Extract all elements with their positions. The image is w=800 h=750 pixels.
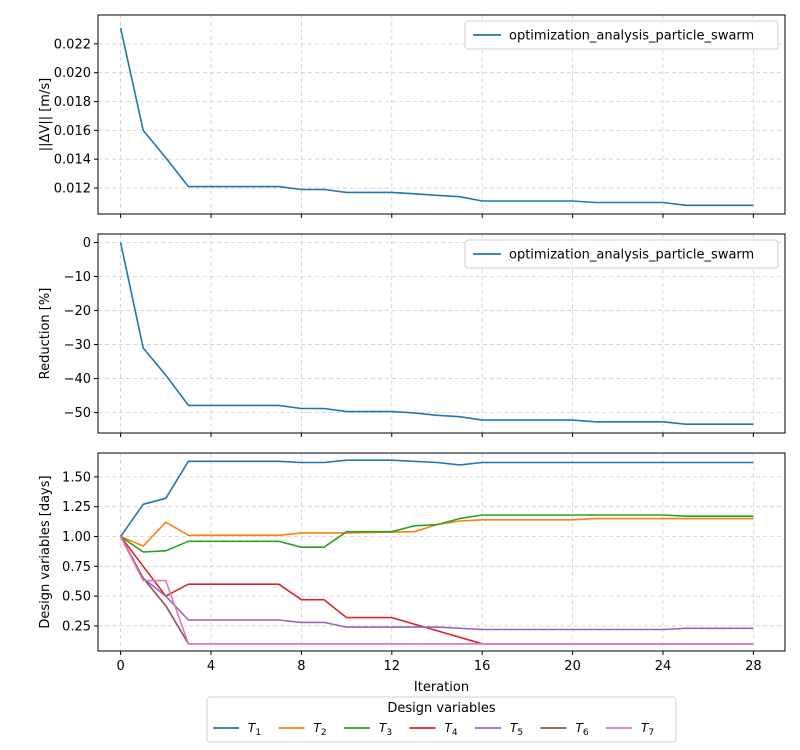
legend-box: [464, 20, 779, 50]
x-tick-label: 24: [655, 659, 672, 674]
panel-2: 0 −10 −20 −30 −40 −50 Reduction [%] optimizatio…: [38, 233, 786, 437]
grid: [98, 453, 785, 651]
x-tick-label: 0: [116, 659, 124, 674]
x-axis-label: Iteration: [414, 680, 469, 695]
axes-frame: [97, 452, 786, 652]
series-line-t5: [119, 536, 754, 631]
legend-title: Design variables: [387, 701, 495, 716]
x-tick-label: 12: [384, 659, 401, 674]
y-tick-label: 1.50: [62, 470, 91, 485]
legend-label: optimization_analysis_particle_swarm: [509, 29, 754, 44]
panel-3: 0.25 0.50 0.75 1.00 1.25 1.50 0 4 8 12 16 20 24 28 Des…: [38, 452, 786, 743]
y-tick-label: 1.00: [62, 530, 91, 545]
grid: [98, 15, 785, 214]
series-line-t3: [120, 514, 754, 553]
legend-box: [206, 696, 677, 743]
y-tick-label: 0.50: [62, 590, 91, 605]
y-tick-label: −50: [64, 406, 91, 421]
legend: optimization_analysis_particle_swarm: [464, 239, 779, 269]
legend-box: [464, 239, 779, 269]
y-tick-label: 0.022: [54, 37, 91, 52]
x-tick-label: 28: [745, 659, 762, 674]
y-tick-label: 0.018: [54, 95, 91, 110]
y-tick-label: −40: [64, 372, 91, 387]
x-tick-label: 4: [207, 659, 215, 674]
legend: optimization_analysis_particle_swarm: [464, 20, 779, 50]
y-tick-label: 0.016: [54, 124, 91, 139]
legend-label: optimization_analysis_particle_swarm: [509, 248, 754, 263]
y-axis-label: ||ΔV|| [m/s]: [38, 78, 53, 151]
x-tick-label: 20: [564, 659, 581, 674]
x-tick-label: 16: [474, 659, 491, 674]
y-tick-label: −10: [64, 270, 91, 285]
series-line-1: [119, 242, 754, 426]
y-tick-label: 0.014: [54, 153, 91, 168]
y-tick-label: 0.75: [62, 560, 91, 575]
axes-frame: [97, 233, 786, 434]
y-tick-label: −20: [64, 304, 91, 319]
y-axis-label: Design variables [days]: [38, 475, 53, 628]
y-tick-label: 0: [83, 236, 91, 251]
series-line-t1: [119, 459, 754, 537]
axes-frame: [97, 14, 786, 215]
grid: [98, 234, 785, 433]
y-tick-label: 0.25: [62, 619, 91, 634]
series-line-t2: [120, 517, 754, 547]
y-tick-label: 1.25: [62, 500, 91, 515]
y-tick-label: 0.020: [54, 66, 91, 81]
series-line-t7: [119, 536, 754, 645]
x-tick-label: 8: [297, 659, 305, 674]
y-tick-label: −30: [64, 338, 91, 353]
series-line-1: [119, 27, 754, 207]
panel-1: 0.012 0.014 0.016 0.018 0.020 0.022 ||ΔV|| [m/…: [38, 14, 786, 218]
y-tick-label: 0.012: [54, 182, 91, 197]
y-axis-label: Reduction [%]: [38, 288, 53, 380]
